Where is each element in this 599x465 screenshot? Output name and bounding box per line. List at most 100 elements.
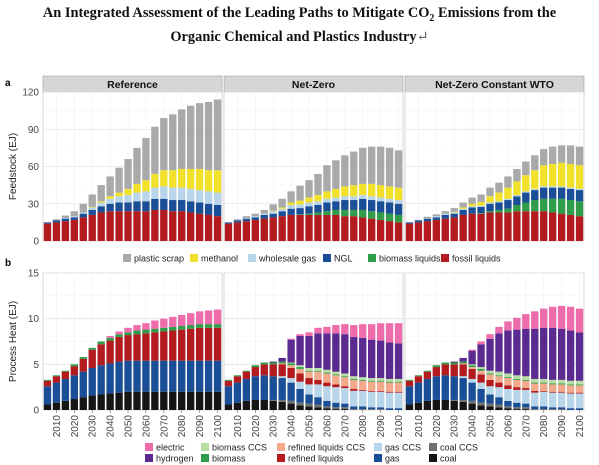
bar-biomass-ccs-2075: [531, 378, 539, 383]
bar-biomass-2025: [79, 357, 87, 359]
bar-plastic-scrap-2075: [169, 114, 177, 171]
bar-coal-ccs-2065: [513, 407, 521, 410]
legend-swatch-methanol: [190, 254, 198, 262]
bar-gas-2065: [332, 402, 340, 408]
bar-fossil-liquids-2005: [43, 223, 52, 241]
y-tick-label: 120: [22, 88, 39, 99]
bar-methanol-2080: [178, 168, 186, 188]
bar-electric-2070: [160, 318, 168, 328]
bar-methanol-2045: [296, 200, 304, 205]
bar-coal-2070: [160, 391, 168, 410]
bar-plastic-scrap-2045: [115, 167, 123, 193]
bar-biomass-ccs-2060: [504, 373, 512, 378]
bar-refined-liquids-2100: [213, 327, 222, 361]
bar-coal-ccs-2075: [531, 409, 539, 410]
bar-fossil-liquids-2070: [160, 209, 168, 241]
bar-ngl-2075: [350, 200, 358, 210]
panel-label: a: [5, 78, 11, 89]
bar-wholesale-gas-2030: [269, 211, 277, 214]
bar-biomass-2035: [278, 361, 286, 364]
bar-hydrogen-2030: [450, 361, 458, 363]
bar-ngl-2005: [405, 222, 414, 224]
y-tick-label: 0: [33, 406, 39, 417]
legend-label: NGL: [334, 254, 353, 264]
bar-refined-liquids-2005: [43, 380, 52, 387]
legend-label: coal: [440, 454, 457, 464]
bar-refined-liquids-2045: [477, 374, 485, 383]
bar-ngl-2065: [332, 201, 340, 210]
bar-gas-2095: [566, 408, 575, 410]
bar-coal-2010: [52, 402, 61, 410]
bar-refined-liquids-2035: [97, 344, 105, 366]
x-tick-label: 2040: [106, 415, 117, 438]
bar-hydrogen-2065: [332, 333, 340, 372]
bar-biomass-2025: [260, 362, 268, 365]
bar-fossil-liquids-2045: [115, 211, 123, 241]
bar-ngl-2030: [88, 209, 96, 215]
bar-coal-2010: [414, 402, 423, 410]
bar-coal-2040: [468, 403, 476, 410]
bar-hydrogen-2045: [477, 344, 485, 368]
bar-wholesale-gas-2025: [79, 212, 87, 214]
bar-refined-liquids-2065: [151, 332, 159, 361]
bar-electric-2085: [368, 324, 376, 340]
bar-wholesale-gas-2030: [450, 212, 458, 214]
bar-plastic-scrap-2025: [79, 203, 87, 213]
bar-ngl-2040: [468, 207, 476, 214]
bar-methanol-2055: [495, 192, 503, 202]
bar-gas-ccs-2040: [287, 378, 295, 383]
bar-ngl-2025: [441, 214, 449, 219]
bar-biomass-ccs-2075: [350, 376, 358, 379]
x-tick-label: 2080: [177, 415, 188, 438]
bar-gas-2030: [88, 367, 96, 396]
bar-electric-2040: [287, 338, 295, 340]
bar-biomass-2055: [495, 375, 503, 377]
bar-ngl-2090: [195, 202, 204, 214]
bar-gas-2005: [224, 386, 233, 405]
bar-gas-ccs-2075: [531, 392, 539, 407]
x-tick-label: 2030: [450, 415, 461, 438]
bar-fossil-liquids-2070: [341, 216, 349, 241]
bar-fossil-liquids-2060: [323, 214, 331, 241]
legend-label: coal CCS: [440, 443, 478, 453]
bar-wholesale-gas-2085: [187, 188, 195, 202]
bar-fossil-liquids-2025: [441, 218, 449, 241]
bar-fossil-liquids-2095: [204, 214, 213, 241]
bar-refined-liquids-ccs-2070: [341, 377, 349, 387]
bar-gas-ccs-2090: [376, 391, 385, 408]
bar-coal-2020: [432, 399, 440, 410]
bar-gas-2080: [540, 406, 548, 410]
bar-fossil-liquids-2060: [142, 211, 150, 241]
bar-biomass-ccs-2050: [305, 367, 313, 371]
bar-coal-ccs-2040: [468, 400, 476, 404]
bar-fossil-liquids-2025: [260, 218, 268, 241]
bar-plastic-scrap-2080: [540, 149, 548, 166]
bar-methanol-2045: [477, 201, 485, 206]
x-tick-label: 2050: [124, 415, 135, 438]
bar-wholesale-gas-2040: [287, 204, 295, 209]
bar-biomass-2095: [385, 381, 394, 383]
bar-biomass-ccs-2040: [468, 364, 476, 366]
bar-electric-2100: [575, 308, 584, 333]
bar-electric-2040: [106, 336, 114, 338]
bar-wholesale-gas-2020: [432, 216, 440, 218]
bar-methanol-2035: [459, 207, 467, 209]
bar-biomass-2100: [213, 324, 222, 328]
bar-refined-liquids-2080: [178, 329, 186, 361]
bar-plastic-scrap-2070: [160, 118, 168, 171]
bar-fossil-liquids-2010: [233, 222, 242, 241]
bar-plastic-scrap-2030: [450, 208, 458, 212]
bar-biomass-2095: [204, 324, 213, 328]
bar-biomass-ccs-2060: [323, 369, 331, 373]
bar-fossil-liquids-2075: [350, 216, 358, 241]
bar-wholesale-gas-2035: [97, 202, 105, 207]
x-tick-label: 2070: [159, 415, 170, 438]
bar-wholesale-gas-2060: [504, 198, 512, 201]
bar-refined-liquids-2055: [314, 379, 322, 385]
bar-coal-2060: [142, 391, 150, 410]
bar-biomass-liquids-2100: [575, 201, 584, 217]
bar-wholesale-gas-2015: [61, 218, 70, 219]
bar-biomass-ccs-2050: [486, 370, 494, 374]
bar-biomass-2055: [133, 330, 141, 335]
bar-coal-ccs-2060: [504, 406, 512, 409]
